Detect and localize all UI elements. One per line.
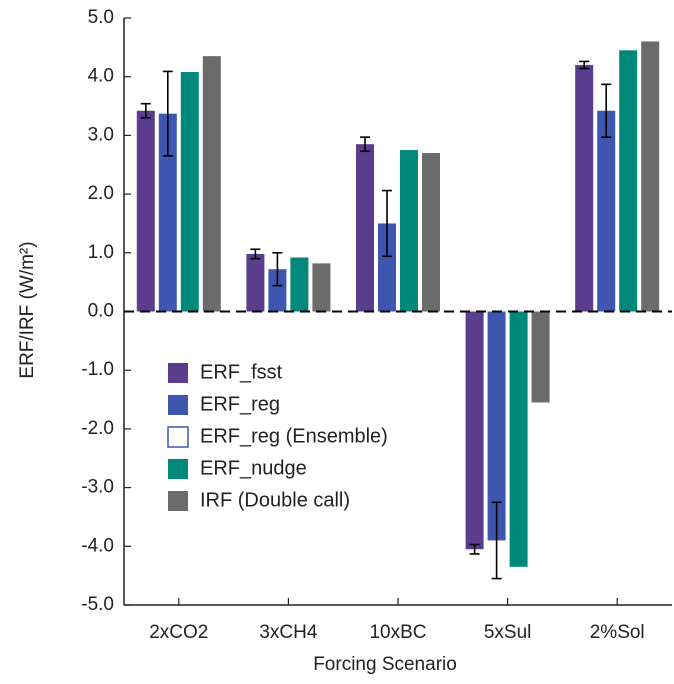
y-tick-label: 0.0	[88, 301, 114, 322]
error-bar	[382, 189, 392, 258]
y-tick-label: 3.0	[88, 124, 114, 145]
bar	[180, 72, 199, 312]
y-tick-label: -5.0	[81, 594, 114, 615]
x-tick-label: 5xSul	[484, 622, 532, 643]
legend-label: ERF_nudge	[200, 457, 307, 479]
legend-swatch	[168, 395, 188, 415]
bar	[312, 263, 331, 312]
bar	[619, 50, 638, 312]
error-bar	[601, 83, 612, 138]
bar	[422, 153, 440, 312]
bar	[246, 253, 265, 312]
y-tick-label: 2.0	[88, 183, 114, 204]
bar	[465, 311, 484, 550]
bar	[597, 110, 616, 312]
x-tick-label: 10xBC	[369, 622, 426, 643]
error-bar	[162, 70, 173, 157]
legend-swatch	[167, 426, 189, 448]
x-tick-label: 2xCO2	[149, 622, 208, 643]
legend-label: ERF_fsst	[200, 361, 283, 383]
y-tick-label: -2.0	[81, 418, 114, 439]
error-bar	[491, 501, 502, 580]
y-tick-label: -4.0	[81, 535, 114, 556]
bar	[268, 269, 287, 312]
bar	[509, 311, 528, 567]
legend-swatch	[168, 363, 188, 383]
error-bar	[360, 136, 370, 153]
bar	[487, 311, 506, 541]
error-bar	[272, 252, 283, 287]
x-tick-label: 2%Sol	[590, 622, 645, 643]
bar	[400, 150, 418, 312]
legend-swatch	[168, 459, 188, 479]
bar	[641, 41, 660, 312]
legend-label: ERF_reg	[200, 393, 280, 415]
bar	[158, 113, 177, 312]
error-bar	[140, 102, 151, 119]
y-tick-label: 4.0	[88, 66, 114, 87]
bar	[136, 110, 155, 312]
bar	[531, 311, 550, 403]
bar	[202, 56, 221, 312]
error-bar	[579, 60, 590, 70]
y-tick-label: 5.0	[88, 7, 114, 28]
y-tick-label: -3.0	[81, 477, 114, 498]
x-tick-label: 3xCH4	[259, 622, 318, 643]
legend-label: IRF (Double call)	[200, 489, 350, 511]
legend-swatch	[168, 491, 188, 511]
bar	[378, 223, 396, 312]
bar	[290, 257, 309, 312]
error-bar	[250, 248, 261, 260]
y-tick-label: -1.0	[81, 359, 114, 380]
y-axis-label: ERF/IRF (W/m²)	[17, 241, 38, 378]
legend-label: ERF_reg (Ensemble)	[200, 425, 388, 447]
bar	[575, 64, 594, 312]
error-bar	[469, 543, 480, 555]
x-axis-label: Forcing Scenario	[313, 654, 457, 675]
y-tick-label: 1.0	[88, 242, 114, 263]
bar	[356, 144, 374, 312]
